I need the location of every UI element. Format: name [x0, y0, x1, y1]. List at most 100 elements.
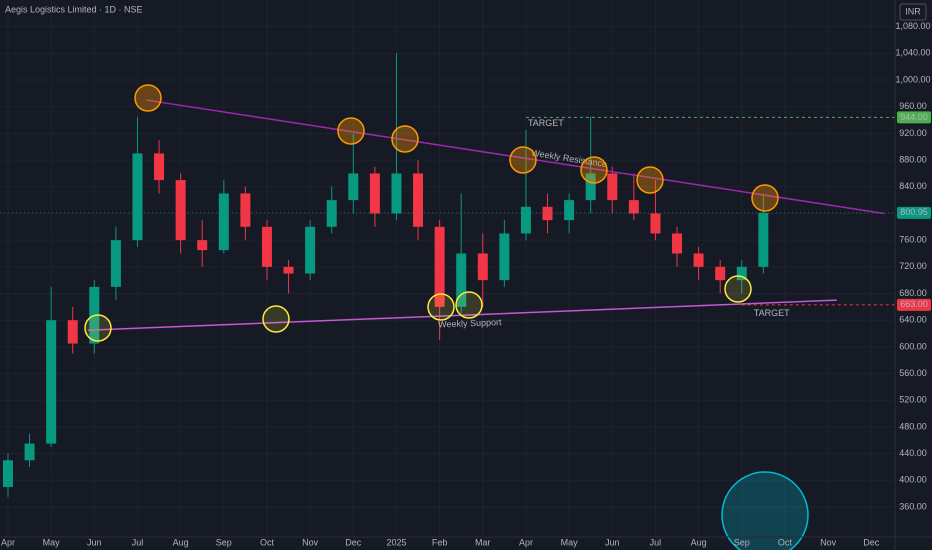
x-tick-label: Jul	[650, 537, 662, 547]
x-tick-label: Jun	[605, 537, 620, 547]
x-tick-label: Apr	[1, 537, 15, 547]
candle-body	[218, 193, 229, 251]
candle-body	[520, 206, 531, 234]
candle-body	[736, 266, 747, 281]
price-tag-label: 944.00	[900, 112, 928, 122]
candle-body	[758, 212, 769, 267]
resistance-touch	[337, 117, 365, 145]
target-label: TARGET	[754, 308, 790, 318]
candle-body	[132, 153, 143, 241]
x-tick-label: Aug	[691, 537, 707, 547]
support-touch	[262, 305, 290, 333]
resistance-touch	[509, 146, 537, 174]
x-tick-label: Sep	[734, 537, 750, 547]
y-tick-label: 920.00	[899, 128, 927, 138]
candle-body	[456, 253, 467, 307]
y-tick-label: 600.00	[899, 341, 927, 351]
y-tick-label: 960.00	[899, 101, 927, 111]
x-tick-label: Nov	[302, 537, 319, 547]
x-tick-label: Nov	[820, 537, 837, 547]
resistance-touch	[751, 184, 779, 212]
candle-body	[369, 173, 380, 214]
candle-body	[24, 443, 35, 461]
resistance-touch	[134, 84, 162, 112]
x-tick-label: Jun	[87, 537, 102, 547]
y-tick-label: 1,080.00	[895, 21, 930, 31]
support-touch	[724, 275, 752, 303]
candle-body	[391, 173, 402, 214]
candle-body	[175, 180, 186, 241]
y-tick-label: 560.00	[899, 368, 927, 378]
trendline	[87, 299, 837, 331]
candle-body	[67, 320, 78, 344]
x-tick-label: Aug	[173, 537, 189, 547]
candle-body	[499, 233, 510, 281]
y-tick-label: 1,040.00	[895, 48, 930, 58]
candle-body	[46, 320, 57, 444]
currency-box	[899, 3, 927, 21]
x-tick-label: May	[561, 537, 579, 547]
target-label: TARGET	[528, 118, 564, 128]
annotation-circles	[84, 84, 809, 550]
candle-body	[413, 173, 424, 227]
y-tick-label: 400.00	[899, 475, 927, 485]
candle-body	[240, 193, 251, 227]
candle-body	[283, 266, 294, 274]
candle-body	[305, 226, 316, 274]
y-tick-label: 760.00	[899, 235, 927, 245]
y-tick-label: 840.00	[899, 181, 927, 191]
y-tick-label: 520.00	[899, 395, 927, 405]
x-tick-label: Feb	[432, 537, 448, 547]
candle-body	[542, 206, 553, 221]
candle-body	[154, 153, 165, 181]
candle-body	[650, 213, 661, 234]
x-tick-label: May	[43, 537, 61, 547]
y-tick-label: 1,000.00	[895, 74, 930, 84]
candle-body	[693, 253, 704, 267]
x-tick-label: Dec	[345, 537, 362, 547]
candle-body	[434, 226, 445, 307]
candle-body	[564, 200, 575, 221]
volume-highlight	[721, 471, 809, 550]
y-tick-label: 360.00	[899, 501, 927, 511]
candle-body	[261, 226, 272, 267]
y-tick-label: 680.00	[899, 288, 927, 298]
resistance-touch	[636, 166, 664, 194]
candle-body	[110, 240, 121, 287]
axes: 360.00 400.00 440.00 480.00 520.00 560.00 600.…	[1, 21, 931, 547]
trendline	[145, 99, 885, 215]
candle-body	[348, 173, 359, 201]
candle-body	[672, 233, 683, 254]
y-tick-label: 440.00	[899, 448, 927, 458]
grid	[0, 0, 895, 537]
trendline-label: Weekly Support	[438, 317, 502, 330]
resistance-touch	[580, 156, 608, 184]
candle-body	[477, 253, 488, 281]
price-tag-label: 663.00	[900, 299, 928, 309]
y-tick-label: 880.00	[899, 154, 927, 164]
y-tick-label: 640.00	[899, 315, 927, 325]
resistance-touch	[391, 125, 419, 153]
support-touch	[455, 291, 483, 319]
candle-body	[326, 200, 337, 227]
price-tag	[897, 298, 931, 311]
candle-body	[607, 173, 618, 201]
y-tick-label: 480.00	[899, 421, 927, 431]
x-tick-label: Oct	[778, 537, 793, 547]
support-touch	[427, 293, 455, 321]
y-tick-label: 720.00	[899, 261, 927, 271]
candle-body	[2, 460, 13, 487]
chart-title: Aegis Logistics Limited · 1D · NSE	[5, 4, 143, 14]
x-tick-label: Sep	[216, 537, 232, 547]
x-tick-label: Jul	[132, 537, 144, 547]
x-tick-label: Dec	[863, 537, 880, 547]
last-price-label: 800.95	[900, 207, 928, 217]
candle-body	[628, 200, 639, 214]
support-touch	[84, 314, 112, 342]
x-tick-label: Apr	[519, 537, 533, 547]
candle-body	[715, 266, 726, 281]
candle-body	[585, 173, 596, 201]
last-price-tag	[897, 206, 931, 219]
x-tick-label: Mar	[475, 537, 491, 547]
